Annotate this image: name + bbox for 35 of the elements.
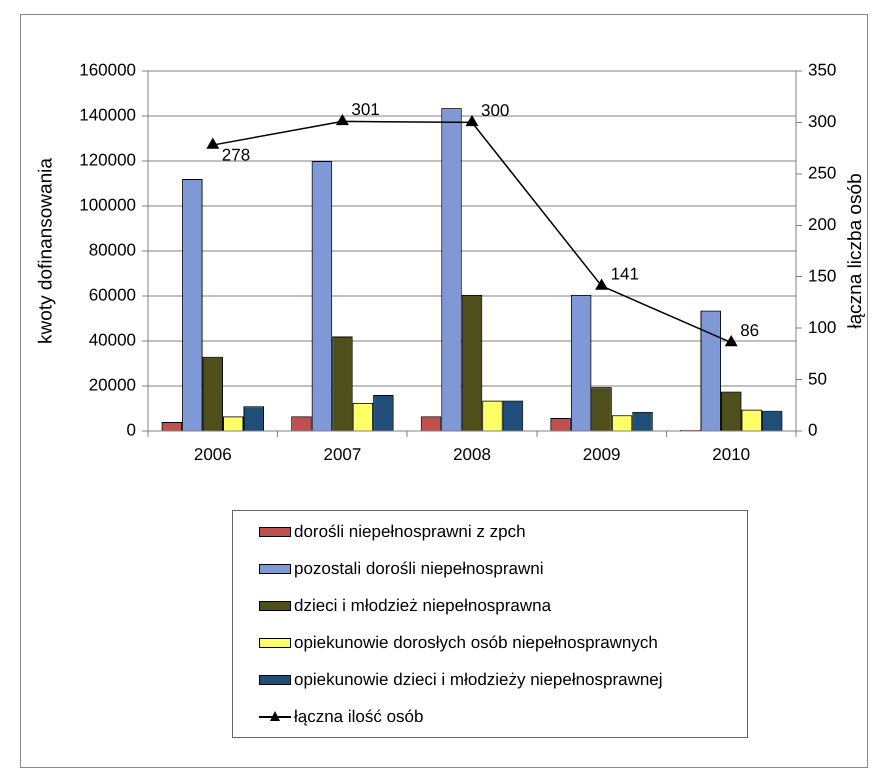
y2-tick-label: 50 <box>808 369 827 388</box>
data-label: 301 <box>351 100 380 120</box>
y2-tick-label: 100 <box>808 318 836 337</box>
legend-label: dorośli niepełnosprawni z zpch <box>294 522 526 542</box>
y-tick-label: 140000 <box>79 106 136 125</box>
x-tick-label: 2009 <box>582 444 621 464</box>
legend-label: pozostali dorośli niepełnosprawni <box>294 558 544 578</box>
y2-axis-title: łączna liczba osób <box>845 173 866 329</box>
legend-label: opiekunowie dzieci i młodzieży niepełnosprawnej <box>294 670 663 690</box>
y-tick-label: 80000 <box>88 240 136 260</box>
data-label: 300 <box>481 101 510 120</box>
y-axis-title: kwoty dofinansowania <box>36 158 57 344</box>
y-tick-label: 160000 <box>79 60 136 80</box>
legend-label: dzieci i młodzież niepełnosprawna <box>294 596 552 616</box>
x-tick-label: 2006 <box>194 444 232 464</box>
y-tick-label: 20000 <box>88 376 136 395</box>
data-label: 86 <box>740 321 760 340</box>
legend-label: opiekunowie dorosłych osób niepełnosprawnych <box>294 632 658 652</box>
x-tick-label: 2010 <box>712 444 750 464</box>
y2-tick-label: 150 <box>808 266 836 286</box>
y2-tick-label: 300 <box>808 112 836 132</box>
data-label: 278 <box>222 146 250 165</box>
data-label: 141 <box>610 264 639 284</box>
y2-tick-label: 350 <box>808 60 836 80</box>
y-tick-label: 0 <box>126 420 136 440</box>
y2-tick-label: 0 <box>808 420 818 440</box>
x-tick-label: 2007 <box>323 444 362 464</box>
y-tick-label: 120000 <box>79 150 136 170</box>
legend-label: łączna ilość osób <box>294 706 424 726</box>
y2-tick-label: 200 <box>808 214 836 234</box>
y-tick-label: 40000 <box>88 330 136 350</box>
y-tick-label: 60000 <box>88 286 136 305</box>
y-tick-label: 100000 <box>79 196 136 215</box>
x-tick-label: 2008 <box>453 444 491 464</box>
y2-tick-label: 250 <box>808 164 836 183</box>
